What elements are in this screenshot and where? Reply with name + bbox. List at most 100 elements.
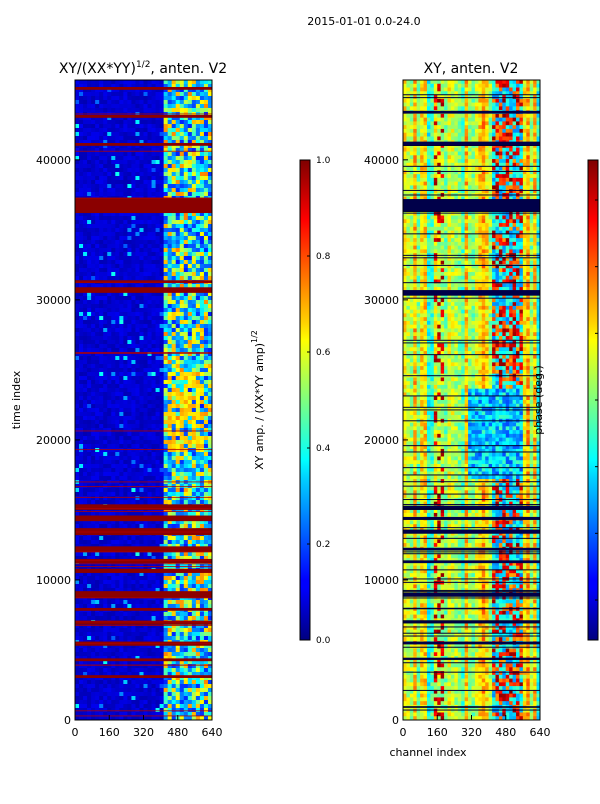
heatmap-cell — [79, 152, 83, 156]
heatmap-cell — [127, 268, 131, 272]
heatmap-cell — [176, 104, 180, 108]
heatmap-cell — [79, 168, 83, 172]
heatmap-cell — [192, 232, 196, 236]
heatmap-cell — [119, 384, 123, 388]
heatmap-cell — [168, 616, 172, 620]
heatmap-cell — [144, 248, 148, 252]
heatmap-cell — [144, 632, 148, 636]
heatmap-cell — [79, 424, 83, 428]
heatmap-cell — [131, 456, 135, 460]
heatmap-cell — [83, 184, 87, 188]
heatmap-cell — [83, 232, 87, 236]
heatmap-cell — [99, 276, 103, 280]
heatmap-cell — [115, 220, 119, 224]
heatmap-cell — [119, 176, 123, 180]
heatmap-cell — [184, 372, 188, 376]
heatmap-cell — [200, 304, 204, 308]
heatmap-cell — [180, 80, 184, 84]
heatmap-cell — [95, 232, 99, 236]
heatmap-cell — [152, 404, 156, 408]
heatmap-cell — [91, 616, 95, 620]
heatmap-cell — [144, 224, 148, 228]
heatmap-cell — [160, 404, 164, 408]
heatmap-cell — [160, 388, 164, 392]
heatmap-cell — [135, 356, 139, 360]
heatmap-cell — [144, 492, 148, 496]
heatmap-cell — [75, 228, 79, 232]
heatmap-cell — [152, 128, 156, 132]
heatmap-cell — [127, 164, 131, 168]
heatmap-cell — [164, 448, 168, 452]
heatmap-cell — [176, 180, 180, 184]
heatmap-cell — [119, 600, 123, 604]
heatmap-cell — [188, 316, 192, 320]
heatmap-cell — [192, 356, 196, 360]
heatmap-cell — [79, 348, 83, 352]
heatmap-cell — [91, 152, 95, 156]
heatmap-cell — [79, 476, 83, 480]
heatmap-cell — [196, 188, 200, 192]
heatmap-cell — [127, 308, 131, 312]
heatmap-cell — [172, 100, 176, 104]
heatmap-cell — [131, 364, 135, 368]
heatmap-cell — [99, 108, 103, 112]
heatmap-cell — [192, 416, 196, 420]
heatmap-cell — [192, 164, 196, 168]
heatmap-cell — [144, 100, 148, 104]
heatmap-cell — [148, 328, 152, 332]
heatmap-cell — [152, 296, 156, 300]
heatmap-cell — [111, 444, 115, 448]
heatmap-cell — [79, 180, 83, 184]
heatmap-cell — [99, 576, 103, 580]
heatmap-cell — [135, 600, 139, 604]
heatmap-cell — [164, 500, 168, 504]
heatmap-cell — [91, 392, 95, 396]
heatmap-cell — [148, 120, 152, 124]
heatmap-cell — [95, 296, 99, 300]
heatmap-cell — [184, 148, 188, 152]
heatmap-cell — [164, 456, 168, 460]
heatmap-cell — [176, 148, 180, 152]
heatmap-cell — [87, 256, 91, 260]
heatmap-cell — [160, 488, 164, 492]
heatmap-cell — [148, 452, 152, 456]
heatmap-cell — [144, 336, 148, 340]
heatmap-cell — [135, 432, 139, 436]
heatmap-cell — [127, 564, 131, 568]
heatmap-cell — [192, 496, 196, 500]
heatmap-cell — [184, 108, 188, 112]
heatmap-cell — [135, 376, 139, 380]
heatmap-cell — [123, 132, 127, 136]
heatmap-cell — [131, 120, 135, 124]
heatmap-cell — [168, 92, 172, 96]
heatmap-cell — [168, 180, 172, 184]
heatmap-cell — [200, 460, 204, 464]
heatmap-cell — [156, 488, 160, 492]
heatmap-cell — [180, 172, 184, 176]
heatmap-cell — [127, 376, 131, 380]
heatmap-cell — [115, 376, 119, 380]
heatmap-cell — [127, 372, 131, 376]
heatmap-cell — [95, 412, 99, 416]
heatmap-cell — [160, 452, 164, 456]
heatmap-cell — [184, 172, 188, 176]
heatmap-cell — [144, 464, 148, 468]
heatmap-cell — [180, 492, 184, 496]
heatmap-cell — [123, 460, 127, 464]
heatmap-cell — [99, 460, 103, 464]
heatmap-cell — [123, 340, 127, 344]
heatmap-cell — [152, 464, 156, 468]
heatmap-cell — [164, 192, 168, 196]
heatmap-cell — [95, 152, 99, 156]
heatmap-cell — [119, 476, 123, 480]
heatmap-cell — [91, 476, 95, 480]
heatmap-cell — [204, 356, 208, 360]
heatmap-cell — [160, 248, 164, 252]
heatmap-cell — [123, 332, 127, 336]
heatmap-cell — [127, 460, 131, 464]
heatmap-cell — [127, 264, 131, 268]
heatmap-cell — [87, 176, 91, 180]
heatmap-cell — [156, 152, 160, 156]
heatmap-cell — [192, 432, 196, 436]
heatmap-cell — [188, 220, 192, 224]
